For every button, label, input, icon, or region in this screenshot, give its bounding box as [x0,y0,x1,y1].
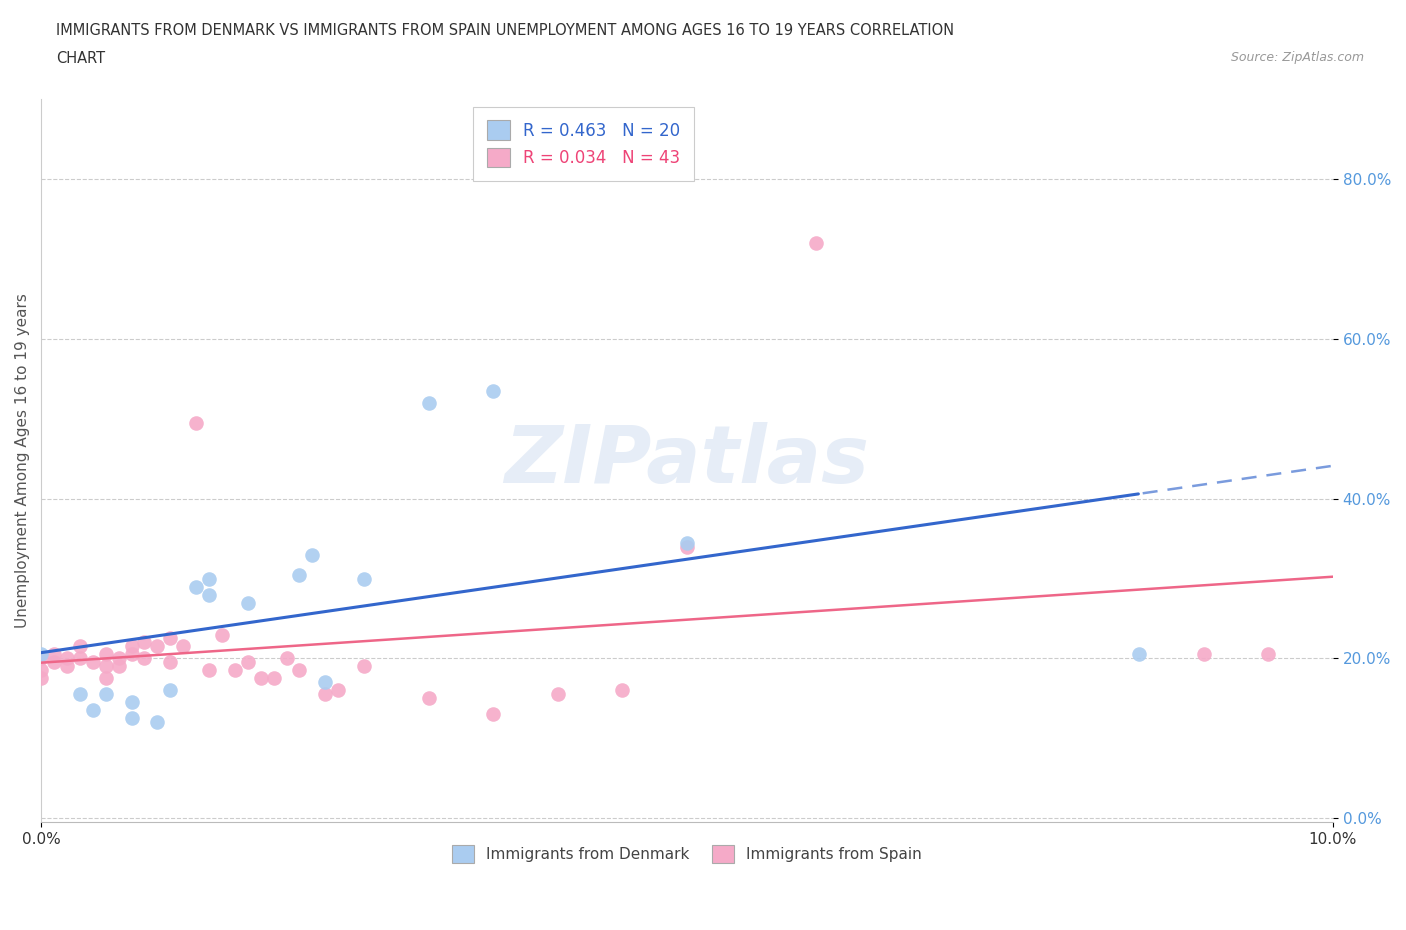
Point [121,639,143,654]
Point [107,651,129,666]
Point [236,595,259,610]
Point [249,671,271,686]
Text: Source: ZipAtlas.com: Source: ZipAtlas.com [1230,51,1364,64]
Point [184,579,207,594]
Point [314,687,336,702]
Point [121,647,143,662]
Point [69,687,91,702]
Point [612,683,634,698]
Point [198,663,221,678]
Point [482,707,505,722]
Point [56,651,79,666]
Point [159,631,181,646]
Point [172,639,194,654]
Point [804,235,827,250]
Point [198,587,221,602]
Point [134,651,156,666]
Point [30,663,52,678]
Point [224,663,246,678]
Legend: Immigrants from Denmark, Immigrants from Spain: Immigrants from Denmark, Immigrants from… [446,839,928,869]
Text: IMMIGRANTS FROM DENMARK VS IMMIGRANTS FROM SPAIN UNEMPLOYMENT AMONG AGES 16 TO 1: IMMIGRANTS FROM DENMARK VS IMMIGRANTS FR… [56,23,955,38]
Point [211,627,233,642]
Point [263,671,285,686]
Point [30,671,52,686]
Point [276,651,298,666]
Point [676,535,699,550]
Point [159,655,181,670]
Point [418,691,440,706]
Point [94,671,117,686]
Point [328,683,350,698]
Point [134,635,156,650]
Point [288,663,311,678]
Point [676,539,699,554]
Point [121,695,143,710]
Point [418,395,440,410]
Text: CHART: CHART [56,51,105,66]
Point [94,659,117,674]
Point [42,647,65,662]
Point [82,655,104,670]
Point [482,383,505,398]
Point [353,659,375,674]
Point [301,547,323,562]
Point [198,571,221,586]
Point [42,655,65,670]
Text: ZIPatlas: ZIPatlas [505,421,869,499]
Point [69,639,91,654]
Point [159,683,181,698]
Point [82,703,104,718]
Point [107,659,129,674]
Point [353,571,375,586]
Point [184,415,207,430]
Point [94,647,117,662]
Point [1257,647,1279,662]
Point [56,659,79,674]
Point [146,715,169,730]
Point [1192,647,1215,662]
Point [1128,647,1150,662]
Point [30,647,52,662]
Point [236,655,259,670]
Point [121,711,143,726]
Point [69,651,91,666]
Point [146,639,169,654]
Point [30,651,52,666]
Point [288,567,311,582]
Point [547,687,569,702]
Y-axis label: Unemployment Among Ages 16 to 19 years: Unemployment Among Ages 16 to 19 years [15,293,30,628]
Point [314,675,336,690]
Point [94,687,117,702]
